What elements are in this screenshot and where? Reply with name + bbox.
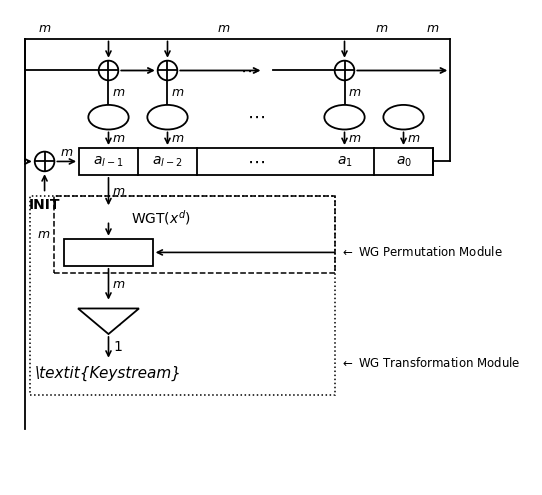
Text: $c_1$: $c_1$ xyxy=(338,111,351,124)
Text: $c_0$: $c_0$ xyxy=(397,111,410,124)
Text: $a_{l-1}$: $a_{l-1}$ xyxy=(93,154,124,169)
Bar xyxy=(30,196,334,395)
Text: INIT: INIT xyxy=(29,198,60,212)
Ellipse shape xyxy=(324,105,365,130)
Circle shape xyxy=(35,151,54,171)
Text: $\cdots$: $\cdots$ xyxy=(247,152,265,170)
Bar xyxy=(79,148,433,175)
Text: $m$: $m$ xyxy=(112,86,125,99)
Circle shape xyxy=(99,61,118,80)
Text: WGT$(x^d)$: WGT$(x^d)$ xyxy=(131,208,191,227)
Text: $m$: $m$ xyxy=(427,22,440,35)
Text: $m$: $m$ xyxy=(348,132,362,145)
Text: $a_1$: $a_1$ xyxy=(337,154,352,169)
Text: $\cdots$: $\cdots$ xyxy=(247,108,265,126)
Text: $\leftarrow$ WG Permutation Module: $\leftarrow$ WG Permutation Module xyxy=(340,246,502,259)
Text: $c_{l-1}$: $c_{l-1}$ xyxy=(96,111,121,124)
Text: $a_0$: $a_0$ xyxy=(396,154,411,169)
Text: $\leftarrow$ WG Transformation Module: $\leftarrow$ WG Transformation Module xyxy=(340,356,520,370)
Text: $m$: $m$ xyxy=(112,278,125,291)
Text: $c_{l-2}$: $c_{l-2}$ xyxy=(155,111,180,124)
Text: WGP$(x^d)$: WGP$(x^d)$ xyxy=(79,243,138,262)
Ellipse shape xyxy=(88,105,128,130)
Polygon shape xyxy=(78,308,139,334)
Text: $a_{l-2}$: $a_{l-2}$ xyxy=(152,154,183,169)
Text: $m$: $m$ xyxy=(217,22,231,35)
Circle shape xyxy=(334,61,354,80)
Text: $m$: $m$ xyxy=(37,228,50,241)
Text: $m$: $m$ xyxy=(112,185,125,198)
Text: $m$: $m$ xyxy=(60,146,73,158)
Text: $1$: $1$ xyxy=(113,341,123,354)
Ellipse shape xyxy=(147,105,188,130)
Text: $\cdots$: $\cdots$ xyxy=(240,61,257,80)
Text: $m$: $m$ xyxy=(171,86,184,99)
Text: Tr$(\cdot)$: Tr$(\cdot)$ xyxy=(93,311,124,327)
Bar xyxy=(54,196,334,273)
Text: $m$: $m$ xyxy=(171,132,184,145)
Ellipse shape xyxy=(383,105,424,130)
Text: $m$: $m$ xyxy=(348,86,362,99)
Bar xyxy=(64,239,153,266)
Text: \textit{Keystream}: \textit{Keystream} xyxy=(35,365,182,381)
Circle shape xyxy=(158,61,177,80)
Text: $m$: $m$ xyxy=(407,132,420,145)
Text: $m$: $m$ xyxy=(38,22,51,35)
Text: $m$: $m$ xyxy=(375,22,388,35)
Text: $m$: $m$ xyxy=(112,132,125,145)
